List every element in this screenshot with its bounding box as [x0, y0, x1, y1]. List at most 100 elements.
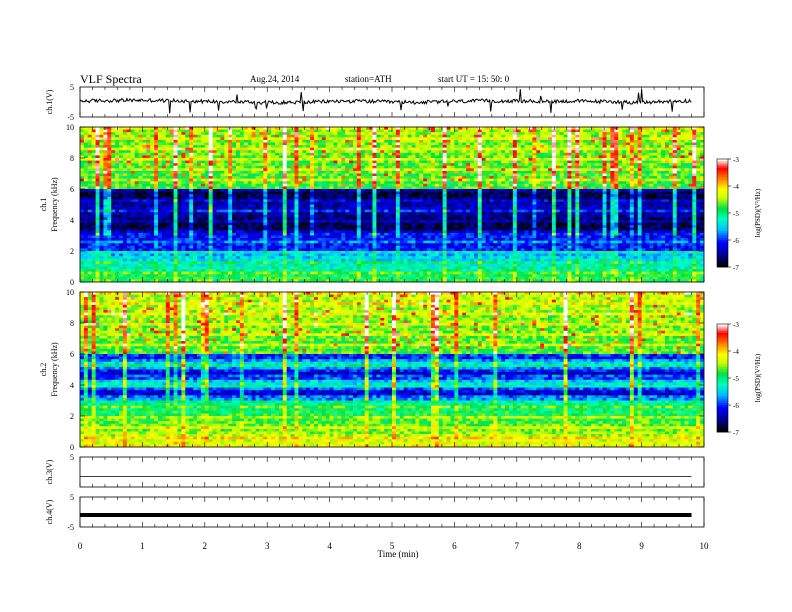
- ch1-spectrogram-cell: [540, 183, 545, 187]
- ch1-spectrogram-cell: [138, 173, 143, 177]
- ch1-spectrogram-cell: [372, 199, 377, 203]
- ch1-spectrogram-cell: [185, 137, 190, 141]
- ch1-spectrogram-cell: [368, 139, 373, 143]
- ch1-spectrogram-cell: [692, 183, 697, 187]
- ch1-spectrogram-cell: [590, 134, 596, 138]
- ch1-spectrogram-cell: [427, 163, 432, 167]
- ch1-spectrogram-cell: [454, 173, 459, 177]
- ch1-spectrogram-cell: [657, 173, 662, 177]
- ch1-spectrogram-cell: [501, 173, 506, 177]
- ch1-spectrogram-cell: [462, 134, 467, 138]
- ch1-spectrogram-cells: [80, 127, 705, 283]
- ch1-spectrogram-cell: [146, 191, 151, 195]
- ch1-spectrogram-cell: [645, 191, 650, 195]
- ch1-spectrogram-cell: [368, 191, 373, 195]
- ch1-spectrogram-cell: [395, 201, 401, 205]
- ch1-spectrogram-cell: [629, 129, 635, 133]
- ch1-spectrogram-cell: [649, 150, 654, 154]
- ch1-spectrogram-cell: [575, 134, 580, 138]
- ch1-spectrogram-cell: [618, 152, 623, 156]
- ch1-spectrogram-cell: [520, 152, 525, 156]
- ch1-spectrogram-cell: [645, 147, 650, 151]
- ch1-spectrogram-cell: [197, 132, 202, 136]
- ch1-spectrogram-cell: [512, 163, 518, 167]
- ch1-spectrogram-cell: [364, 183, 369, 187]
- ch1-spectrogram-cell: [107, 158, 112, 161]
- ch1-spectrogram-cell: [676, 173, 681, 177]
- ch1-spectrogram-cell: [431, 139, 436, 143]
- ch1-spectrogram-cell: [345, 168, 350, 172]
- ch1-spectrogram-cell: [255, 142, 260, 146]
- ch1-spectrogram-cell: [380, 155, 385, 159]
- ch1-spectrogram-cell: [286, 160, 291, 164]
- ch1-spectrogram-cell: [239, 152, 245, 156]
- ch1-spectrogram-cell: [399, 132, 404, 136]
- ch1-spectrogram-cell: [485, 163, 490, 167]
- ch1-spectrogram-cell: [103, 194, 108, 198]
- ch1-spectrogram-cell: [333, 186, 338, 190]
- ch1-spectrogram-cell: [181, 194, 186, 198]
- ch1-spectrogram-cell: [310, 196, 315, 200]
- ch1-spectrogram-cell: [208, 163, 213, 167]
- ch1-spectrogram-cell: [353, 145, 358, 148]
- ch1-spectrogram-cell: [384, 196, 389, 200]
- ch1-spectrogram-cell: [489, 191, 494, 195]
- ch1-spectrogram-cell: [83, 160, 89, 164]
- ch1-spectrogram-cell: [614, 152, 619, 156]
- ch1-spectrogram-cell: [142, 158, 147, 161]
- ch1-spectrogram-cell: [419, 150, 424, 154]
- ch1-spectrogram-cell: [165, 160, 170, 164]
- ch1-spectrogram-cell: [598, 129, 603, 133]
- ch1-spectrogram-cell: [95, 139, 100, 143]
- ch1-spectrogram-cell: [516, 158, 521, 161]
- ch1-spectrogram-cell: [563, 196, 568, 200]
- ch1-spectrogram-cell: [551, 176, 557, 179]
- ch1-spectrogram-cell: [563, 173, 568, 177]
- ch1-spectrogram-cell: [173, 196, 178, 200]
- ch1-spectrogram-cell: [668, 150, 674, 154]
- ch1-spectrogram-cell: [536, 186, 541, 190]
- ch1-spectrogram-cell: [622, 199, 627, 203]
- ch1-spectrogram-cell: [243, 142, 248, 146]
- ch1-spectrogram-cell: [154, 204, 159, 208]
- ch1-spectrogram-cell: [411, 158, 416, 161]
- ch1-spectrogram-cell: [672, 158, 677, 161]
- ch1-spectrogram-cell: [286, 155, 291, 159]
- ch1-spectrogram-cell: [388, 204, 393, 208]
- ch1-spectrogram-cell: [341, 150, 346, 154]
- ch1-spectrogram-cell: [341, 152, 346, 156]
- ch1-spectrogram-cell: [236, 163, 241, 167]
- ch1-spectrogram-cell: [423, 178, 428, 182]
- ch1-spectrogram-cell: [364, 165, 369, 169]
- ch1-spectrogram-cell: [415, 168, 420, 172]
- ch1-spectrogram-cell: [185, 129, 190, 133]
- ch1-spectrogram-cell: [392, 163, 397, 167]
- ch1-spectrogram-cell: [146, 186, 151, 190]
- ch1-spectrogram-cell: [329, 139, 334, 143]
- ch1-spectrogram-cell: [528, 134, 533, 138]
- ch1-spectrogram-cell: [314, 127, 319, 130]
- ch1-spectrogram-cell: [438, 152, 443, 156]
- ch1-spectrogram-cell: [353, 186, 358, 190]
- ch1-spectrogram-cell: [317, 196, 323, 200]
- ch1-spectrogram-cell: [271, 163, 276, 167]
- ch1-spectrogram-cell: [298, 189, 303, 192]
- ch1-spectrogram-cell: [575, 165, 580, 169]
- ch1-spectrogram-cell: [661, 168, 666, 172]
- ch1-spectrogram-cell: [649, 170, 654, 174]
- ch1-spectrogram-cell: [458, 168, 463, 172]
- ch1-spectrogram-cell: [598, 176, 603, 179]
- ch1-spectrogram-cell: [462, 139, 467, 143]
- ch1-spectrogram-cell: [466, 132, 471, 136]
- ch1-spectrogram-cell: [337, 132, 342, 136]
- ch1-spectrogram-cell: [236, 139, 241, 143]
- ch1-spectrogram-cell: [360, 145, 365, 148]
- ch1-spectrogram-cell: [349, 173, 354, 177]
- ch1-spectrogram-cell: [333, 163, 338, 167]
- ch1-spectrogram-cell: [185, 158, 190, 161]
- ch1-spectrogram-cell: [349, 199, 354, 203]
- ch1-spectrogram-cell: [594, 145, 599, 148]
- ch1-spectrogram-cell: [446, 173, 451, 177]
- ch1-spectrogram-cell: [107, 160, 112, 164]
- ch1-spectrogram-cell: [80, 150, 85, 154]
